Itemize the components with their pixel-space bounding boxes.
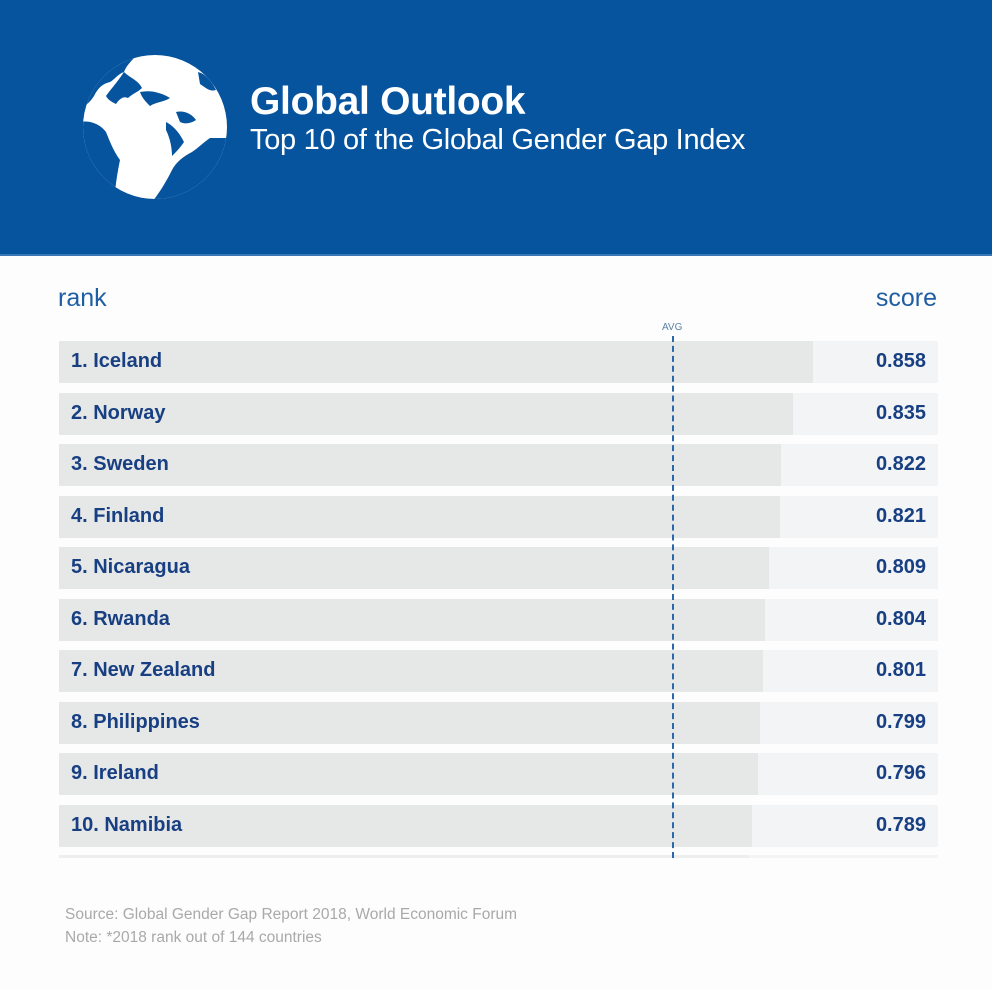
score-bar — [59, 753, 758, 795]
avg-reference-line — [672, 336, 674, 858]
score-bar — [59, 495, 780, 538]
source-note: Source: Global Gender Gap Report 2018, W… — [65, 906, 518, 923]
table-row: 4. Finland 0.821 — [59, 495, 938, 538]
score-bar — [59, 392, 793, 435]
page-subtitle: Top 10 of the Global Gender Gap Index — [250, 124, 746, 156]
country-label: 8. Philippines — [71, 710, 200, 733]
table-row: 5. Nicaragua 0.809 — [59, 547, 938, 589]
score-bar — [59, 855, 749, 858]
score-value: 0.809 — [875, 556, 926, 578]
score-value: 0.835 — [875, 401, 926, 424]
rank-note: Note: *2018 rank out of 144 countries — [65, 929, 322, 946]
country-label: 2. Norway — [71, 401, 166, 424]
score-value: 0.801 — [875, 659, 926, 681]
header-banner: Global Outlook Top 10 of the Global Gend… — [0, 0, 992, 256]
score-bar — [59, 444, 781, 486]
country-label: 9. Ireland — [71, 762, 159, 784]
avg-label: AVG — [662, 322, 683, 333]
score-value: 0.804 — [875, 607, 926, 630]
globe-icon — [83, 55, 227, 199]
country-label: 6. Rwanda — [71, 607, 170, 630]
table-row: 3. Sweden 0.822 — [59, 444, 938, 486]
table-row: 7. New Zealand 0.801 — [59, 650, 938, 692]
score-bar — [59, 701, 760, 744]
country-label: 3. Sweden — [71, 453, 169, 475]
ranking-list: 1. Iceland 0.858 2. Norway 0.835 3. Sweden… — [59, 341, 938, 856]
score-value: 0.789 — [875, 813, 926, 836]
score-value: 0.822 — [875, 453, 926, 475]
score-column-header: score — [875, 284, 937, 312]
score-bar — [59, 341, 813, 383]
page-title: Global Outlook — [250, 80, 526, 123]
score-bar — [59, 804, 752, 847]
table-row: 9. Ireland 0.796 — [59, 753, 938, 795]
country-label: 5. Nicaragua — [71, 556, 190, 578]
table-row: 10. Namibia 0.789 — [59, 804, 938, 847]
score-bar — [59, 598, 765, 641]
score-value: 0.796 — [875, 762, 926, 784]
score-bar — [59, 650, 763, 692]
country-label: 4. Finland — [71, 504, 165, 527]
rank-column-header: rank — [58, 284, 107, 312]
country-label: 1. Iceland — [71, 350, 163, 372]
table-row: 2. Norway 0.835 — [59, 392, 938, 435]
score-value: 0.858 — [875, 350, 926, 372]
footer-notes: Source: Global Gender Gap Report 2018, W… — [65, 903, 517, 949]
table-row: 6. Rwanda 0.804 — [59, 598, 938, 641]
table-row: 8. Philippines 0.799 — [59, 701, 938, 744]
truncated-row — [59, 855, 938, 858]
score-value: 0.799 — [875, 710, 926, 733]
country-label: 7. New Zealand — [71, 659, 216, 681]
score-value: 0.821 — [875, 504, 926, 527]
country-label: 10. Namibia — [71, 813, 183, 836]
table-row: 1. Iceland 0.858 — [59, 341, 938, 383]
score-bar — [59, 547, 769, 589]
